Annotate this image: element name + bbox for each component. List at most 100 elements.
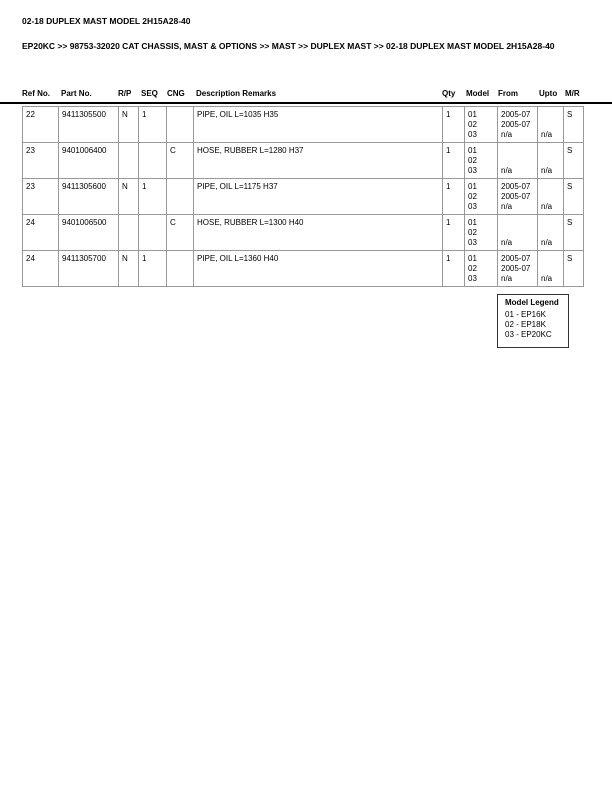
models-line: 01 xyxy=(468,182,477,191)
models-line: 03 xyxy=(468,166,477,175)
cell-seq xyxy=(138,214,167,251)
cell-qty: 1 xyxy=(442,214,465,251)
cell-models: 01 02 03 xyxy=(464,250,498,287)
upto-line xyxy=(541,254,560,264)
upto-line xyxy=(541,146,560,156)
cell-upto: n/a xyxy=(537,142,564,179)
upto-line: n/a xyxy=(541,130,553,139)
cell-qty: 1 xyxy=(442,178,465,215)
upto-line xyxy=(541,228,560,238)
column-header-mr: M/R xyxy=(565,89,580,98)
models-line: 02 xyxy=(468,156,477,165)
from-line: n/a xyxy=(501,274,513,283)
cell-desc: HOSE, RUBBER L=1280 H37 xyxy=(193,142,443,179)
models-line: 03 xyxy=(468,274,477,283)
cell-from: n/a xyxy=(497,214,538,251)
cell-mr: S xyxy=(563,214,584,251)
cell-seq: 1 xyxy=(138,106,167,143)
parts-table: 22 9411305500 N 1 PIPE, OIL L=1035 H35 1 01 02 0… xyxy=(22,106,584,287)
cell-models: 01 02 03 xyxy=(464,178,498,215)
models-line: 01 xyxy=(468,146,477,155)
cell-qty: 1 xyxy=(442,250,465,287)
column-header-model: Model xyxy=(466,89,490,98)
from-line: n/a xyxy=(501,130,513,139)
cell-cng: C xyxy=(166,142,194,179)
from-line: 2005-07 xyxy=(501,192,531,201)
upto-line: n/a xyxy=(541,166,553,175)
table-row: 22 9411305500 N 1 PIPE, OIL L=1035 H35 1 01 02 0… xyxy=(22,106,584,143)
upto-line xyxy=(541,192,560,202)
column-header-upto: Upto xyxy=(539,89,558,98)
cell-ref: 23 xyxy=(22,178,59,215)
cell-from: n/a xyxy=(497,142,538,179)
from-line xyxy=(501,218,534,228)
cell-upto: n/a xyxy=(537,178,564,215)
cell-desc: PIPE, OIL L=1175 H37 xyxy=(193,178,443,215)
cell-part: 9401006400 xyxy=(58,142,119,179)
models-line: 02 xyxy=(468,264,477,273)
models-line: 02 xyxy=(468,192,477,201)
legend-item: 03 - EP20KC xyxy=(505,330,552,339)
cell-from: 2005-07 2005-07 n/a xyxy=(497,178,538,215)
upto-line xyxy=(541,264,560,274)
cell-rp xyxy=(118,214,139,251)
from-line: 2005-07 xyxy=(501,264,531,273)
cell-desc: PIPE, OIL L=1035 H35 xyxy=(193,106,443,143)
from-line: n/a xyxy=(501,238,513,247)
table-row: 23 9411305600 N 1 PIPE, OIL L=1175 H37 1 01 02 0… xyxy=(22,178,584,215)
models-line: 03 xyxy=(468,130,477,139)
column-header-ref: Ref No. xyxy=(22,89,50,98)
upto-line xyxy=(541,156,560,166)
table-row: 23 9401006400 C HOSE, RUBBER L=1280 H37 1 01 0… xyxy=(22,142,584,179)
cell-ref: 24 xyxy=(22,214,59,251)
models-line: 02 xyxy=(468,228,477,237)
models-line: 02 xyxy=(468,120,477,129)
cell-cng xyxy=(166,106,194,143)
from-line: n/a xyxy=(501,202,513,211)
column-header-part: Part No. xyxy=(61,89,92,98)
cell-seq: 1 xyxy=(138,250,167,287)
cell-ref: 22 xyxy=(22,106,59,143)
from-line: n/a xyxy=(501,166,513,175)
upto-line: n/a xyxy=(541,274,553,283)
from-line: 2005-07 xyxy=(501,120,531,129)
cell-part: 9411305500 xyxy=(58,106,119,143)
header-rule xyxy=(0,102,612,104)
cell-rp: N xyxy=(118,250,139,287)
table-row: 24 9401006500 C HOSE, RUBBER L=1300 H40 1 01 0… xyxy=(22,214,584,251)
cell-qty: 1 xyxy=(442,142,465,179)
column-header-desc: Description Remarks xyxy=(196,89,277,98)
from-line: 2005-07 xyxy=(501,254,531,263)
from-line: 2005-07 xyxy=(501,182,531,191)
cell-models: 01 02 03 xyxy=(464,106,498,143)
cell-mr: S xyxy=(563,178,584,215)
cell-models: 01 02 03 xyxy=(464,214,498,251)
cell-upto: n/a xyxy=(537,214,564,251)
cell-part: 9411305700 xyxy=(58,250,119,287)
models-line: 01 xyxy=(468,110,477,119)
cell-mr: S xyxy=(563,142,584,179)
upto-line xyxy=(541,120,560,130)
from-line xyxy=(501,146,534,156)
models-line: 03 xyxy=(468,238,477,247)
page-title: 02-18 DUPLEX MAST MODEL 2H15A28-40 xyxy=(22,16,191,26)
upto-line: n/a xyxy=(541,202,553,211)
column-header-from: From xyxy=(498,89,518,98)
from-line: 2005-07 xyxy=(501,110,531,119)
model-legend: Model Legend 01 - EP16K 02 - EP18K 03 - … xyxy=(497,294,569,348)
cell-rp: N xyxy=(118,178,139,215)
cell-from: 2005-07 2005-07 n/a xyxy=(497,250,538,287)
cell-mr: S xyxy=(563,106,584,143)
cell-cng xyxy=(166,250,194,287)
cell-cng: C xyxy=(166,214,194,251)
cell-cng xyxy=(166,178,194,215)
cell-mr: S xyxy=(563,250,584,287)
cell-upto: n/a xyxy=(537,250,564,287)
models-line: 03 xyxy=(468,202,477,211)
cell-seq: 1 xyxy=(138,178,167,215)
breadcrumb: EP20KC >> 98753-32020 CAT CHASSIS, MAST … xyxy=(22,41,555,51)
upto-line: n/a xyxy=(541,238,553,247)
from-line xyxy=(501,156,534,166)
column-header-cng: CNG xyxy=(167,89,185,98)
cell-rp: N xyxy=(118,106,139,143)
